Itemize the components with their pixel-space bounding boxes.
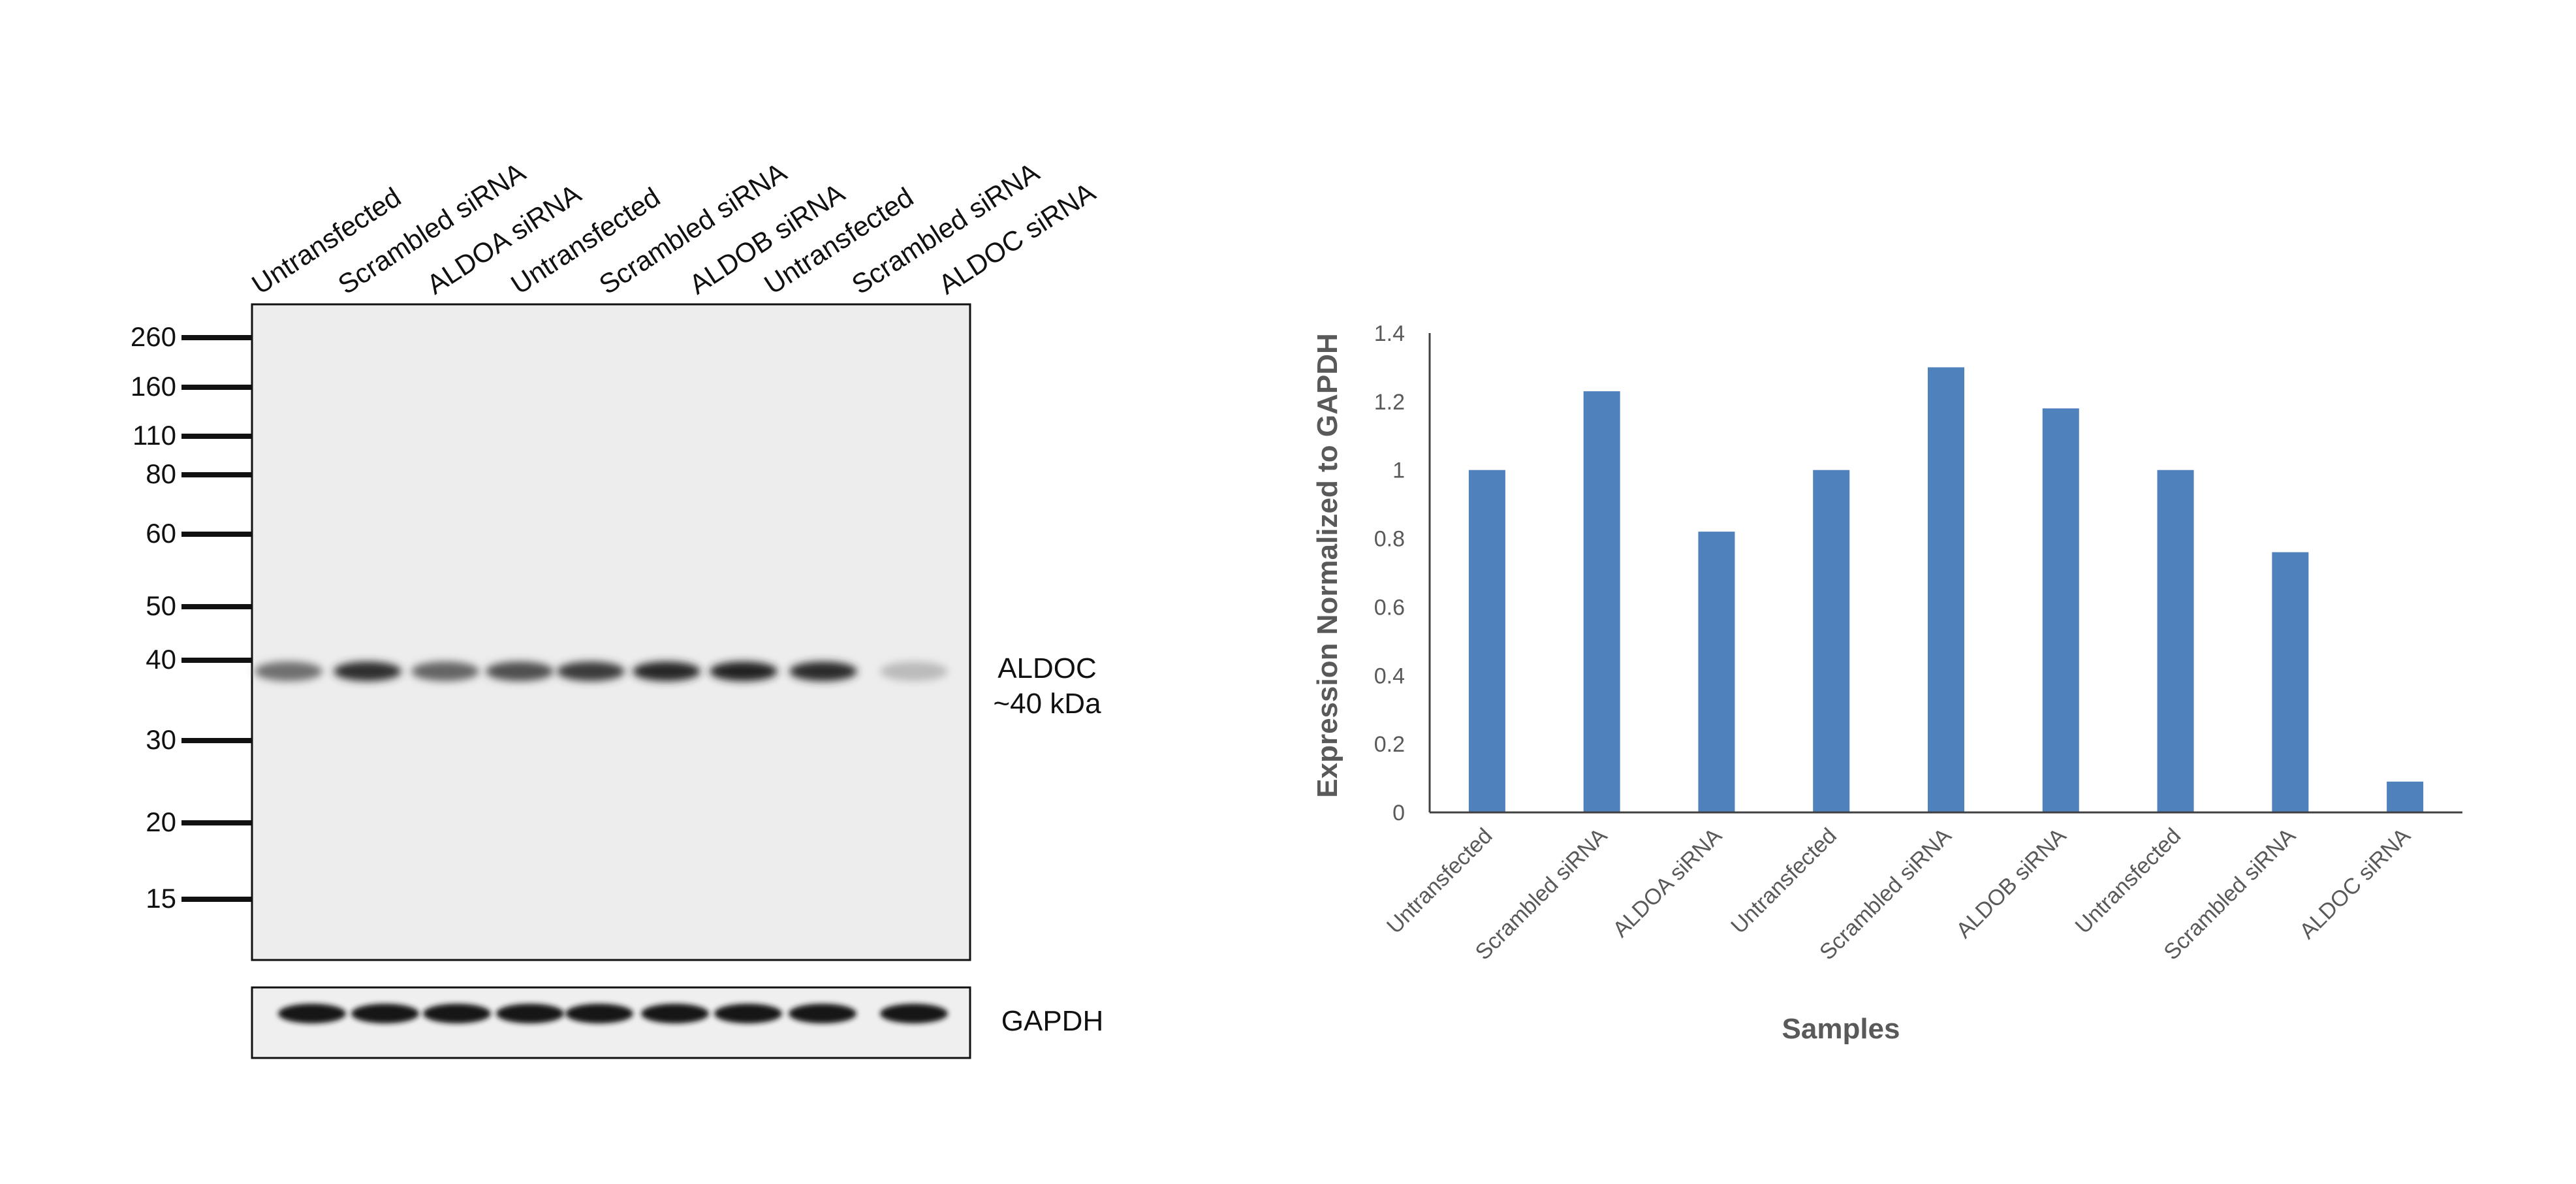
marker-label: 160 — [131, 371, 176, 402]
gapdh-bands — [278, 1004, 948, 1023]
lane-label: Untransfected — [505, 182, 665, 300]
bar — [1698, 532, 1735, 812]
x-category-label: ALDOB siRNA — [1951, 824, 2071, 943]
gapdh-band — [714, 1004, 782, 1023]
bar-chart: 0 0.2 0.4 0.6 0.8 1 1.2 1.4 UntransfectedScramb… — [1312, 321, 2462, 1045]
gapdh-band — [565, 1004, 633, 1023]
gapdh-band — [880, 1004, 948, 1023]
gapdh-band — [496, 1004, 564, 1023]
y-tick-label: 1.2 — [1374, 390, 1405, 415]
marker-label: 110 — [133, 420, 176, 451]
bar — [1468, 470, 1505, 812]
y-tick-label: 1 — [1392, 458, 1405, 483]
molecular-weight-markers: 260 160 110 80 60 50 40 30 20 15 — [131, 321, 252, 914]
gapdh-band — [278, 1004, 346, 1023]
loading-control-label: GAPDH — [1001, 1005, 1103, 1037]
x-category-label: ALDOC siRNA — [2295, 824, 2415, 944]
x-category-label: ALDOA siRNA — [1608, 824, 1727, 942]
target-label: ALDOC — [997, 652, 1097, 684]
gapdh-band — [423, 1004, 491, 1023]
marker-label: 50 — [146, 590, 176, 621]
x-category-label: Untransfected — [1726, 824, 1842, 939]
bar — [1813, 470, 1850, 812]
gapdh-band — [789, 1004, 856, 1023]
y-tick-label: 0.8 — [1374, 527, 1405, 552]
marker-label: 15 — [146, 883, 176, 914]
bar — [2387, 781, 2424, 812]
x-category-label: Untransfected — [1382, 824, 1498, 939]
main-blot-membrane — [251, 303, 971, 961]
bar — [2157, 470, 2194, 812]
y-tick-label: 0.6 — [1374, 595, 1405, 620]
y-tick-label: 0.2 — [1374, 732, 1405, 757]
marker-label: 40 — [146, 644, 176, 675]
bar — [2272, 552, 2309, 812]
aldoc-band — [486, 662, 554, 681]
x-category-label: Untransfected — [2071, 824, 2186, 939]
y-axis-title: Expression Normalized to GAPDH — [1312, 333, 1343, 797]
bar — [1928, 367, 1964, 812]
marker-label: 60 — [146, 518, 176, 549]
marker-label: 30 — [146, 724, 176, 755]
aldoc-band — [557, 662, 625, 681]
aldoc-band — [880, 662, 948, 681]
aldoc-band — [255, 662, 322, 681]
aldoc-band — [633, 662, 700, 681]
y-tick-label: 0 — [1392, 801, 1405, 825]
bar — [2042, 408, 2079, 812]
aldoc-bands — [255, 662, 948, 681]
y-tick-label: 1.4 — [1374, 321, 1405, 346]
y-axis-ticks: 0 0.2 0.4 0.6 0.8 1 1.2 1.4 — [1374, 321, 1405, 825]
marker-label: 20 — [146, 807, 176, 837]
x-axis-title: Samples — [1782, 1013, 1900, 1045]
aldoc-band — [411, 662, 479, 681]
bars — [1468, 367, 2424, 812]
aldoc-band — [334, 662, 401, 681]
bar — [1583, 391, 1620, 812]
marker-label: 260 — [131, 321, 176, 352]
gapdh-band — [351, 1004, 419, 1023]
lane-label: Untransfected — [246, 182, 406, 300]
gapdh-band — [641, 1004, 709, 1023]
y-tick-label: 0.4 — [1374, 664, 1405, 688]
marker-label: 80 — [146, 458, 176, 489]
aldoc-band — [710, 662, 778, 681]
target-size-label: ~40 kDa — [993, 688, 1101, 720]
aldoc-band — [789, 662, 857, 681]
